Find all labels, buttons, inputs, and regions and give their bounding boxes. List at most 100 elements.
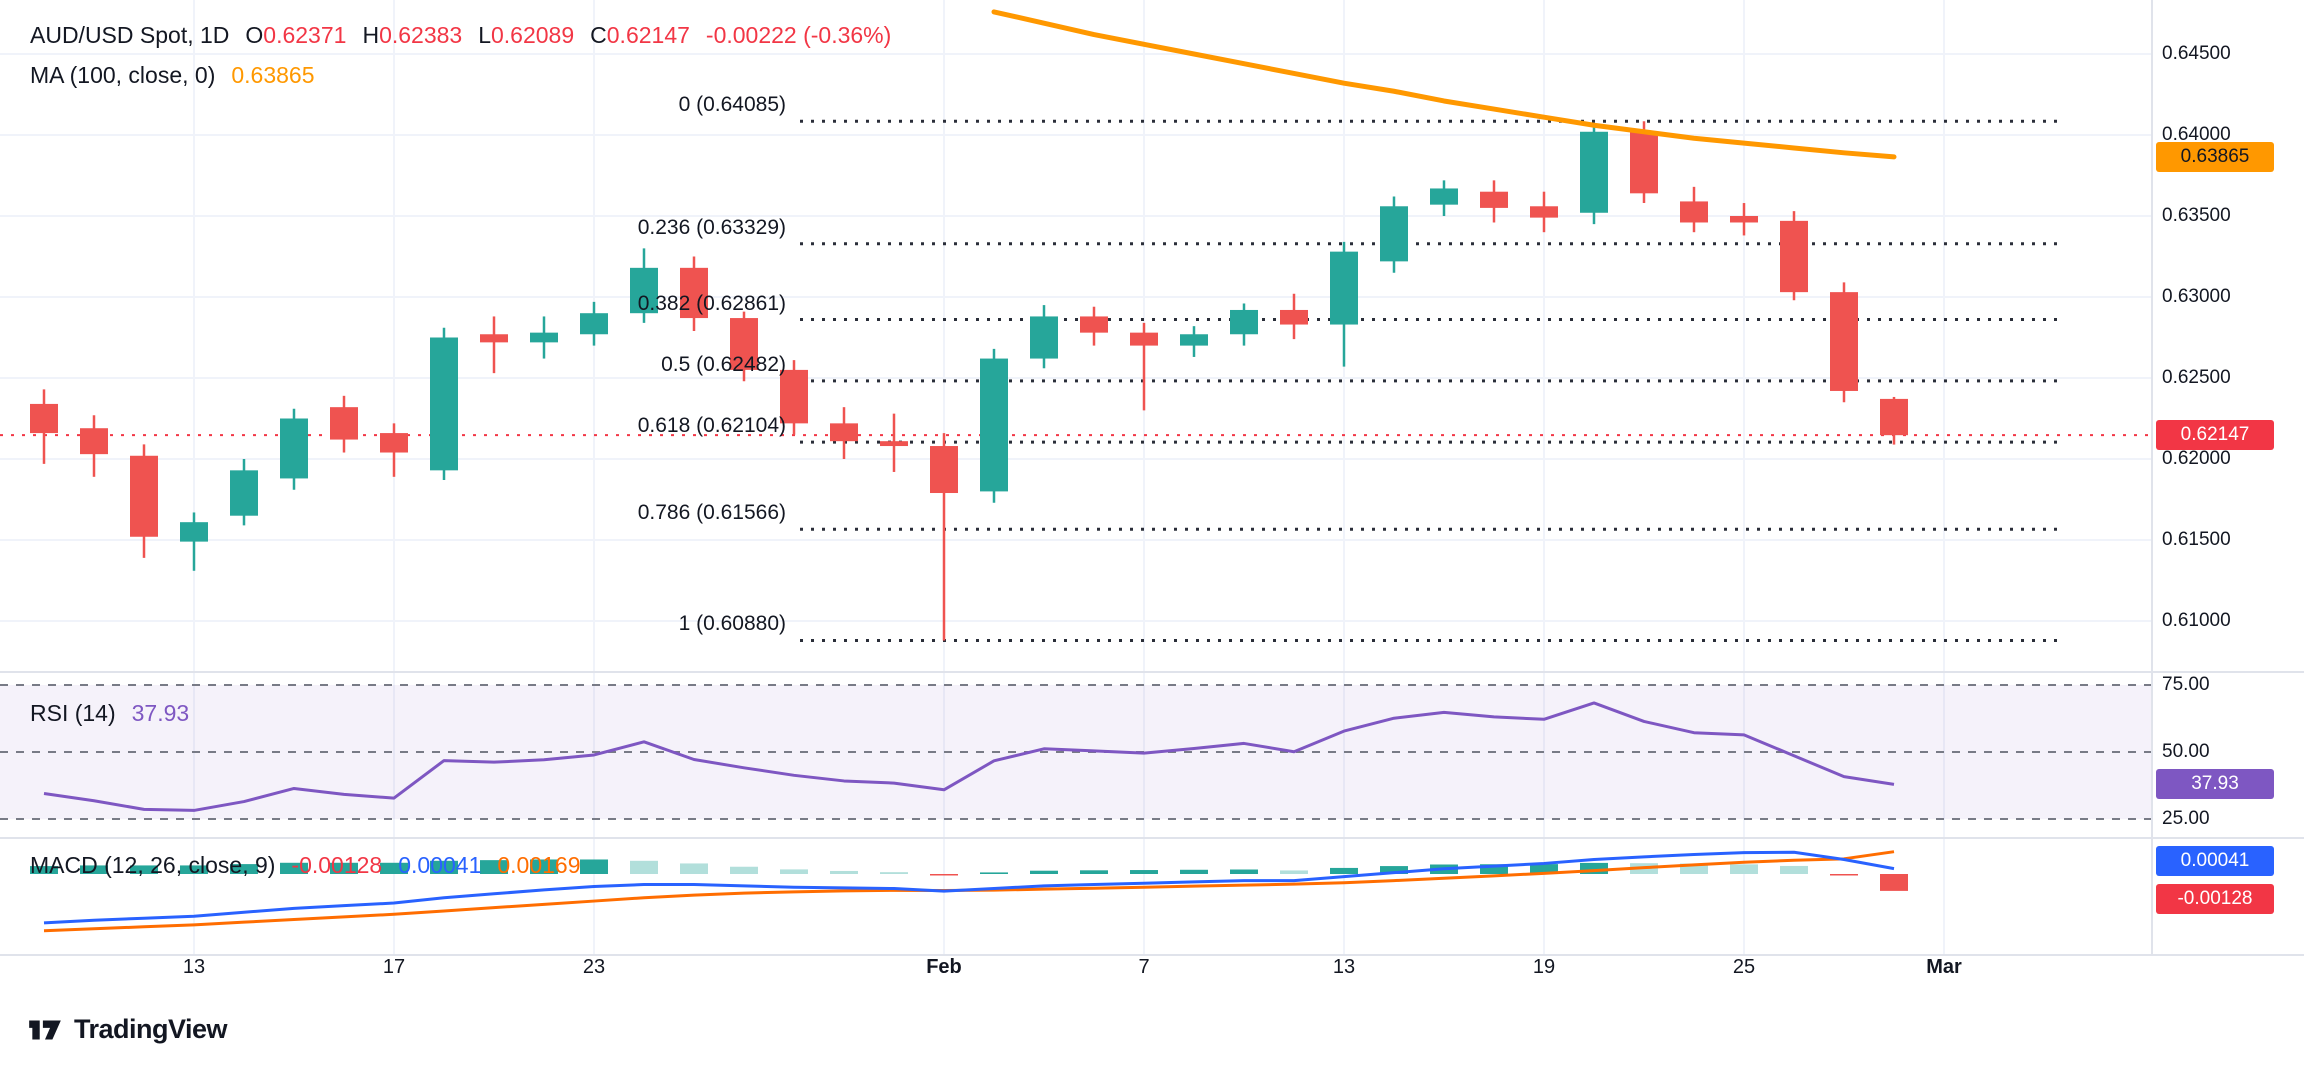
candle-body (1680, 201, 1708, 223)
last-price-badge: 0.62147 (2156, 420, 2274, 450)
macd-histogram-bar (1080, 870, 1108, 874)
macd-histogram-bar (630, 860, 658, 874)
candle-body (130, 455, 158, 537)
macd-histogram-bar (1580, 862, 1608, 874)
macd-histogram-bar (530, 859, 558, 874)
macd-histogram-bar (1180, 869, 1208, 874)
candle-body (730, 318, 758, 370)
candle-body (630, 267, 658, 314)
candle-body (1330, 251, 1358, 325)
macd-histogram-bar (430, 860, 458, 874)
candle-body (1430, 188, 1458, 205)
macd-histogram-bar (1280, 870, 1308, 874)
rsi-legend[interactable]: RSI (14) 37.93 (30, 700, 205, 727)
macd-histogram-bar (1030, 870, 1058, 874)
macd-value-badge: 0.00041 (2156, 846, 2274, 876)
open-value: 0.62371 (263, 22, 347, 48)
macd-histogram-bar (1880, 874, 1908, 891)
macd-label: MACD (12, 26, close, 9) (30, 852, 276, 878)
macd-histogram-bar (780, 869, 808, 874)
macd-legend[interactable]: MACD (12, 26, close, 9) -0.00128 0.00041… (30, 852, 597, 879)
candle-body (280, 418, 308, 479)
ohlc-low: L0.62089 (478, 22, 574, 49)
candle-body (1630, 131, 1658, 194)
candle-body (680, 267, 708, 319)
open-label: O (245, 22, 264, 48)
ohlc-high: H0.62383 (362, 22, 462, 49)
candle-body (1180, 334, 1208, 346)
macd-histogram-bar (680, 863, 708, 874)
macd-histogram-bar (180, 865, 208, 874)
ohlc-close: C0.62147 (590, 22, 690, 49)
low-value: 0.62089 (491, 22, 575, 48)
macd-histogram-bar (480, 860, 508, 874)
ma-label: MA (100, close, 0) (30, 62, 216, 88)
macd-histogram-bar (1380, 866, 1408, 874)
macd-histogram-bar (880, 872, 908, 874)
macd-histogram-bar (230, 864, 258, 874)
candle-body (980, 358, 1008, 492)
rsi-value: 37.93 (131, 700, 190, 726)
rsi-value-badge: 37.93 (2156, 769, 2274, 799)
tradingview-logo-icon (29, 1020, 61, 1039)
macd-histogram-bar (80, 865, 108, 874)
close-value: 0.62147 (606, 22, 690, 48)
macd-histogram-bar (730, 866, 758, 874)
candle-body (230, 470, 258, 516)
symbol-legend: AUD/USD Spot, 1D O0.62371 H0.62383 L0.62… (30, 22, 907, 49)
macd-histogram-bar (1480, 864, 1508, 874)
candle-body (880, 441, 908, 447)
rsi-line (43, 701, 1895, 812)
tradingview-attribution[interactable]: TradingView (26, 1014, 228, 1045)
close-label: C (590, 22, 607, 48)
high-label: H (362, 22, 380, 48)
macd-histogram-bar (330, 862, 358, 874)
candle-body (1030, 316, 1058, 359)
candle-body (480, 334, 508, 343)
candle-body (530, 332, 558, 343)
ma-price-badge: 0.63865 (2156, 142, 2274, 172)
macd-histogram-bar (1680, 863, 1708, 874)
ma-100-line (991, 9, 1897, 160)
candle-body (1380, 206, 1408, 262)
candle-body (1080, 316, 1108, 333)
candle-body (430, 337, 458, 471)
macd-histogram-bar (1130, 870, 1158, 874)
candle-body (1130, 332, 1158, 346)
macd-histogram-bar (1730, 864, 1758, 874)
low-label: L (478, 22, 491, 48)
macd-histogram-bar (280, 862, 308, 874)
ohlc-open: O0.62371 (245, 22, 346, 49)
candle-body (30, 403, 58, 434)
candle-body (930, 446, 958, 494)
ma-legend[interactable]: MA (100, close, 0) 0.63865 (30, 62, 331, 89)
macd-line (43, 850, 1895, 925)
candle-body (180, 522, 208, 542)
candle-body (380, 433, 408, 453)
symbol-title[interactable]: AUD/USD Spot, 1D (30, 22, 230, 48)
macd-histogram-bar (1830, 874, 1858, 876)
candle-body (1280, 309, 1308, 325)
macd-hist-value: -0.00128 (291, 852, 383, 878)
candle-body (830, 423, 858, 442)
macd-histogram-bar (30, 866, 58, 874)
ma-value: 0.63865 (231, 62, 315, 88)
change-value: -0.00222 (-0.36%) (705, 22, 892, 48)
candle-body (80, 428, 108, 455)
candle-body (1230, 309, 1258, 335)
candle-body (1530, 206, 1558, 218)
macd-histogram-bar (1530, 864, 1558, 874)
high-value: 0.62383 (379, 22, 463, 48)
macd-histogram-bar (580, 859, 608, 874)
macd-histogram-bar (930, 874, 958, 876)
macd-histogram-bar (1230, 869, 1258, 874)
candle-body (1480, 191, 1508, 208)
macd-histogram-bar (830, 870, 858, 874)
candle-body (1880, 398, 1908, 436)
macd-histogram-bar (130, 865, 158, 874)
candle-body (780, 369, 808, 424)
candle-body (1730, 216, 1758, 223)
candle-body (1780, 220, 1808, 293)
candle-body (1830, 292, 1858, 391)
